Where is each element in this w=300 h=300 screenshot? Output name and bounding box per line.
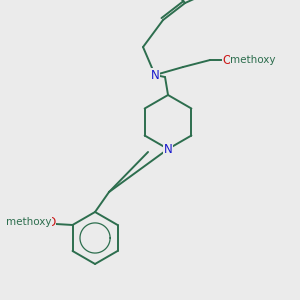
- Text: O: O: [222, 53, 232, 67]
- Text: methoxy: methoxy: [6, 217, 51, 227]
- Text: methoxy: methoxy: [230, 55, 276, 65]
- Text: O: O: [46, 217, 55, 230]
- Text: N: N: [164, 142, 172, 155]
- Text: N: N: [151, 68, 159, 82]
